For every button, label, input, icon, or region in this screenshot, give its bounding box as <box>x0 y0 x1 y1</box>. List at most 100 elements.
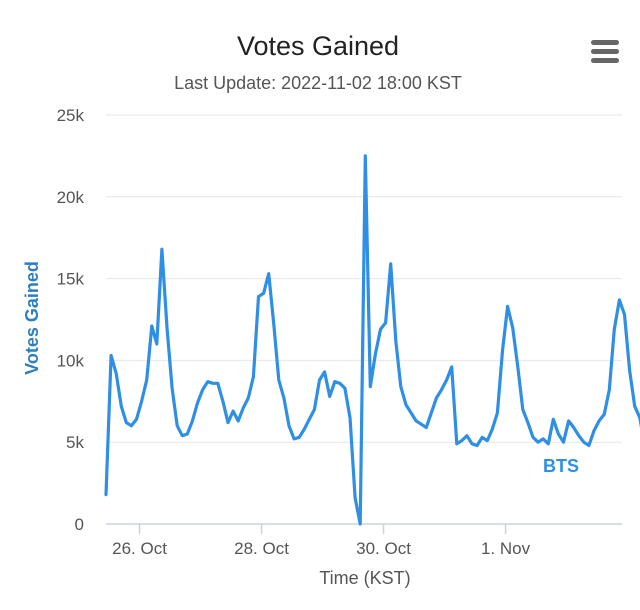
data-point <box>257 295 260 298</box>
y-tick-label: 5k <box>66 433 84 452</box>
data-point <box>445 378 448 382</box>
data-point <box>343 387 347 390</box>
data-point <box>176 424 179 427</box>
x-tick-label: 26. Oct <box>112 539 167 558</box>
y-tick-label: 15k <box>57 270 85 289</box>
data-point <box>353 496 357 499</box>
data-point <box>531 436 535 439</box>
data-point <box>120 405 123 408</box>
data-point <box>313 408 316 411</box>
data-point <box>237 419 240 423</box>
data-point <box>394 339 397 342</box>
data-point <box>379 328 382 331</box>
data-point <box>521 408 524 411</box>
hamburger-menu-icon[interactable] <box>589 38 623 66</box>
data-point <box>597 419 601 423</box>
chart-subtitle: Last Update: 2022-11-02 18:00 KST <box>174 73 462 93</box>
data-point <box>308 418 311 421</box>
data-point <box>242 406 245 409</box>
data-point <box>165 326 169 329</box>
x-tick-label: 28. Oct <box>234 539 289 558</box>
data-point <box>374 352 377 356</box>
data-point <box>125 421 128 424</box>
data-point <box>547 442 550 445</box>
data-point <box>475 444 479 447</box>
chart-title: Votes Gained <box>237 31 399 61</box>
data-point <box>292 437 296 441</box>
data-point <box>465 434 469 437</box>
data-point <box>104 493 108 496</box>
data-point <box>455 442 458 445</box>
data-point <box>516 365 519 369</box>
data-point <box>155 342 158 346</box>
data-point <box>562 441 565 444</box>
data-point <box>277 378 280 382</box>
data-point <box>582 441 585 444</box>
data-point <box>608 388 611 391</box>
y-tick-label: 25k <box>57 106 85 125</box>
data-point <box>145 378 148 382</box>
data-point <box>404 403 408 406</box>
data-point <box>328 395 331 398</box>
data-point <box>526 421 530 424</box>
data-point <box>501 349 504 352</box>
data-point <box>414 419 418 423</box>
data-point <box>359 522 362 526</box>
data-point <box>603 413 606 416</box>
y-axis-ticks: 0 5k 10k 15k 20k 25k <box>57 106 85 534</box>
data-point <box>186 432 189 436</box>
data-point <box>201 388 204 391</box>
data-point <box>196 401 199 405</box>
data-point <box>440 388 443 391</box>
data-point <box>435 396 438 400</box>
x-tick-label: 30. Oct <box>356 539 411 558</box>
data-point <box>338 382 341 385</box>
data-point <box>567 419 570 423</box>
data-point <box>109 354 113 357</box>
series-group: BTS <box>104 154 640 526</box>
data-point <box>613 328 616 331</box>
data-point <box>557 432 560 436</box>
data-point <box>384 321 387 324</box>
data-point <box>628 369 631 372</box>
data-point <box>364 154 367 158</box>
data-point <box>425 426 428 429</box>
data-point <box>592 429 596 432</box>
data-point <box>226 421 230 424</box>
data-point <box>633 405 636 408</box>
data-point <box>262 292 265 295</box>
data-point <box>252 375 255 378</box>
data-point <box>552 418 555 421</box>
data-point <box>170 387 174 390</box>
data-point <box>399 385 402 388</box>
data-point <box>536 441 540 444</box>
data-point <box>348 416 352 419</box>
data-point <box>623 313 626 316</box>
data-point <box>486 439 489 442</box>
data-point <box>369 385 372 388</box>
data-point <box>618 298 621 302</box>
y-axis-label: Votes Gained <box>22 261 42 375</box>
data-point <box>211 382 214 385</box>
data-point <box>247 396 250 400</box>
x-axis-label: Time (KST) <box>319 568 410 588</box>
data-point <box>130 424 133 427</box>
data-point <box>150 324 153 328</box>
data-point <box>577 434 580 437</box>
data-point <box>318 378 321 382</box>
data-point <box>115 372 118 375</box>
data-point <box>450 365 453 369</box>
data-point <box>221 400 225 403</box>
data-point <box>389 262 392 266</box>
data-point <box>272 323 275 326</box>
data-point <box>160 248 164 251</box>
data-point <box>287 424 291 427</box>
data-point <box>491 427 494 431</box>
data-point <box>267 272 270 275</box>
data-point <box>430 411 433 414</box>
data-point <box>496 411 499 414</box>
y-tick-label: 0 <box>75 515 84 534</box>
data-point <box>409 411 413 414</box>
data-point <box>587 444 591 447</box>
